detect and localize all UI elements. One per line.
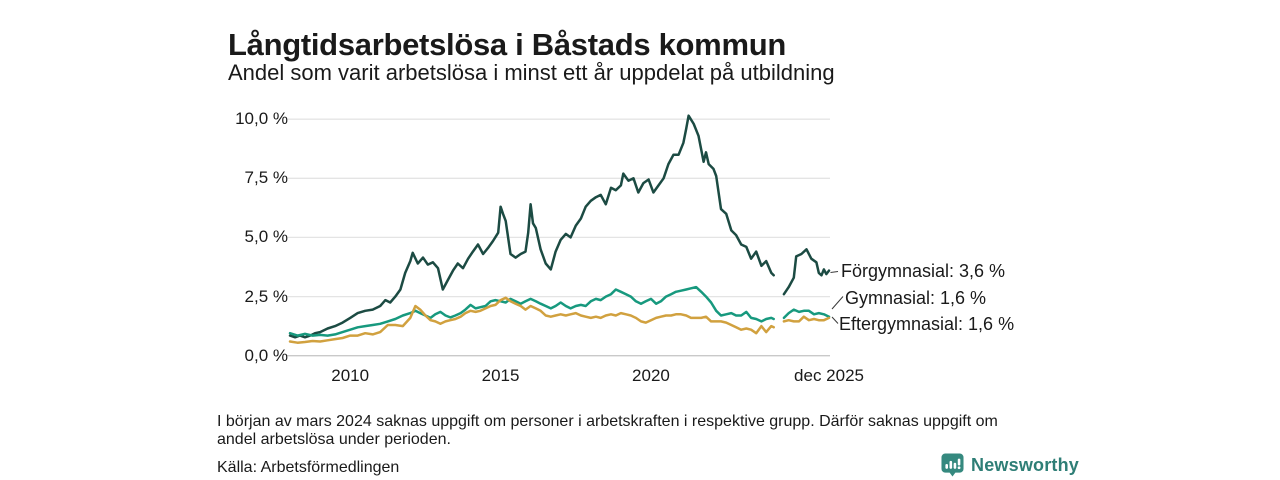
y-axis-tick: 5,0 % — [244, 227, 288, 247]
footnote-line-2: andel arbetslösa under perioden. — [217, 431, 451, 448]
legend-label-eftergymnasial: Eftergymnasial: 1,6 % — [839, 314, 1015, 334]
y-axis-tick: 7,5 % — [244, 168, 288, 188]
series-line-eftergymnasial — [288, 296, 775, 344]
y-axis-tick: 2,5 % — [244, 286, 288, 306]
newsworthy-wordmark: Newsworthy — [971, 454, 1080, 475]
x-axis-tick: dec 2025 — [794, 366, 865, 385]
chart-subtitle: Andel som varit arbetslösa i minst ett å… — [228, 60, 835, 85]
legend-connector — [831, 316, 839, 324]
series-line-förgymnasial — [288, 114, 775, 339]
x-axis-tick: 2020 — [632, 366, 670, 385]
legend-connector — [831, 296, 844, 310]
x-axis-tick: 2015 — [481, 366, 520, 385]
source-label: Källa: Arbetsförmedlingen — [217, 459, 400, 476]
newsworthy-bubble-chart-icon — [941, 453, 964, 477]
series-line-eftergymnasial — [782, 315, 831, 323]
series-line-gymnasial — [782, 308, 831, 320]
y-axis-tick: 0,0 % — [244, 345, 288, 365]
legend-label-gymnasial: Gymnasial: 1,6 % — [845, 288, 987, 308]
footnote-line-1: I början av mars 2024 saknas uppgift om … — [217, 413, 998, 430]
chart-title: Långtidsarbetslösa i Båstads kommun — [228, 26, 786, 62]
series-line-förgymnasial — [782, 248, 831, 296]
series-line-gymnasial — [288, 285, 775, 337]
newsworthy-logo: Newsworthy — [941, 453, 1079, 477]
x-axis-tick: 2010 — [331, 366, 370, 385]
legend-label-forgymnasial: Förgymnasial: 3,6 % — [841, 261, 1006, 281]
legend-connector — [830, 271, 839, 273]
y-axis-tick: 10,0 % — [235, 109, 288, 129]
footnote: I början av mars 2024 saknas uppgift om … — [217, 413, 998, 449]
